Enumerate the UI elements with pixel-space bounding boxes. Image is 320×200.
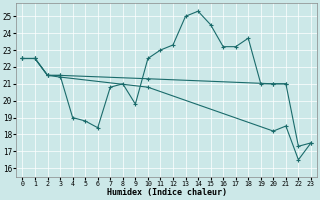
X-axis label: Humidex (Indice chaleur): Humidex (Indice chaleur) (107, 188, 227, 197)
